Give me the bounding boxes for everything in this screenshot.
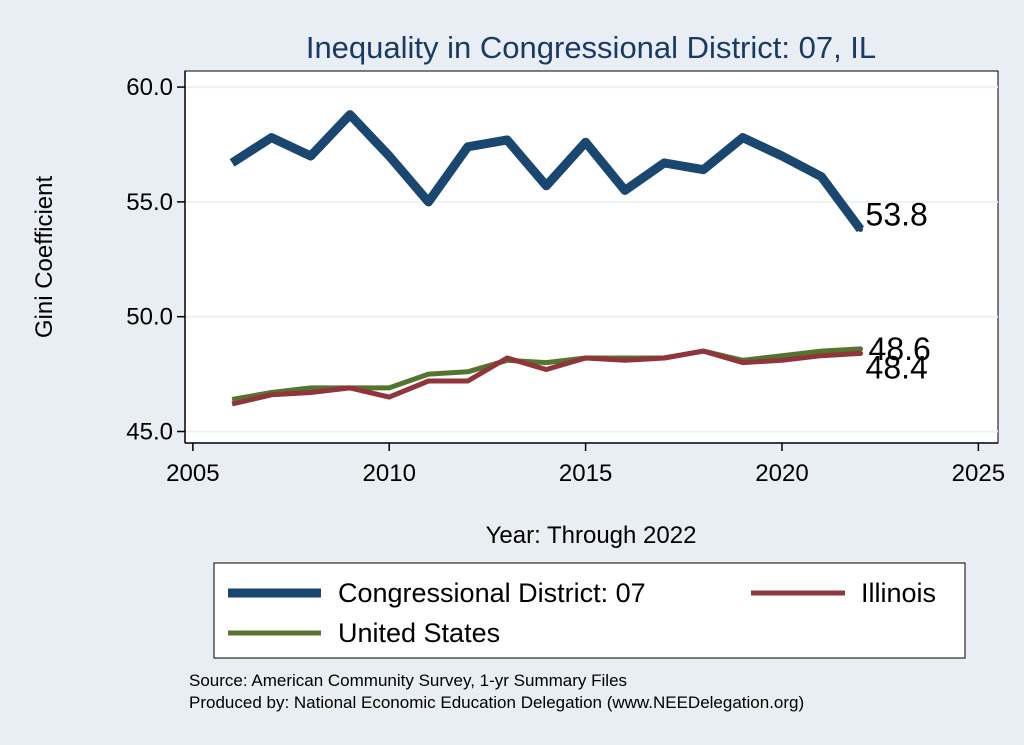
produced-note: Produced by: National Economic Education… bbox=[189, 693, 804, 712]
y-tick-label: 45.0 bbox=[126, 419, 173, 446]
y-tick-label: 60.0 bbox=[126, 74, 173, 101]
chart-title: Inequality in Congressional District: 07… bbox=[306, 30, 876, 65]
gridlines bbox=[185, 86, 998, 433]
end-label-united-states: 48.6 bbox=[869, 331, 931, 367]
x-tick-label: 2005 bbox=[166, 460, 219, 487]
plot-area bbox=[184, 70, 999, 444]
legend-label-district: Congressional District: 07 bbox=[338, 578, 646, 608]
y-axis-title: Gini Coefficient bbox=[31, 176, 58, 339]
end-point-marker bbox=[858, 226, 864, 232]
x-tick-label: 2010 bbox=[363, 460, 416, 487]
x-tick-label: 2020 bbox=[755, 460, 808, 487]
legend-label-illinois: Illinois bbox=[861, 578, 936, 608]
legend: Congressional District: 07 Illinois Unit… bbox=[213, 562, 966, 659]
x-tick-label: 2025 bbox=[952, 460, 1005, 487]
end-point-marker bbox=[858, 346, 864, 352]
legend-label-united-states: United States bbox=[338, 618, 500, 648]
y-tick-label: 55.0 bbox=[126, 189, 173, 216]
x-tick-label: 2015 bbox=[559, 460, 612, 487]
y-ticks: 45.0 50.0 55.0 60.0 bbox=[126, 74, 185, 446]
axes bbox=[184, 71, 998, 444]
series-line-district bbox=[229, 110, 865, 233]
x-axis-title: Year: Through 2022 bbox=[486, 522, 697, 549]
series-line-illinois bbox=[231, 348, 861, 407]
x-ticks: 2005 2010 2015 2020 2025 bbox=[166, 443, 1005, 487]
end-label-illinois: 48.4 bbox=[866, 349, 928, 385]
series-lines bbox=[229, 110, 865, 407]
end-point-marker bbox=[858, 350, 864, 356]
end-label-district: 53.8 bbox=[866, 196, 928, 232]
legend-box bbox=[213, 562, 966, 659]
source-note: Source: American Community Survey, 1-yr … bbox=[189, 671, 627, 690]
y-tick-label: 50.0 bbox=[126, 304, 173, 331]
end-labels: 53.8 48.448.6 bbox=[866, 196, 931, 385]
